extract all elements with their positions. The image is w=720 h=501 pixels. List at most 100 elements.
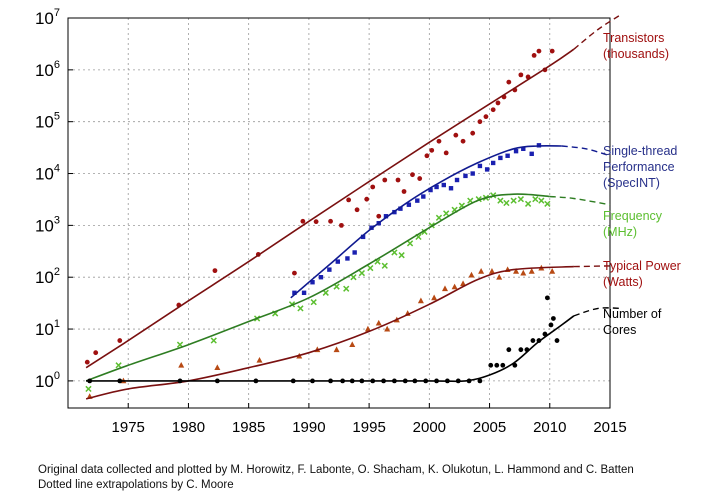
data-point [370, 184, 376, 190]
data-point [300, 218, 306, 224]
data-point [477, 378, 483, 384]
x-tick-label: 1980 [172, 419, 205, 436]
data-point [538, 197, 545, 204]
x-tick-label: 2000 [413, 419, 446, 436]
data-point [428, 187, 433, 193]
series-4 [86, 295, 623, 384]
data-point [530, 338, 536, 343]
data-point [484, 167, 490, 172]
data-point [503, 199, 510, 207]
data-point [421, 194, 426, 199]
data-point [531, 52, 537, 58]
data-point [376, 213, 382, 219]
data-point [441, 285, 448, 292]
data-point [470, 171, 475, 176]
legend: Transistors (thousands) Single-thread Perfo… [603, 31, 681, 337]
data-point [463, 173, 468, 179]
extrapolation-line [549, 195, 611, 206]
data-point [417, 176, 423, 181]
data-point [532, 196, 539, 203]
data-point [431, 294, 438, 301]
legend-label: Transistors (thousands) [603, 31, 669, 61]
data-point [477, 119, 483, 125]
data-point [410, 172, 415, 178]
credits-line-1: Original data collected and plotted by M… [38, 464, 634, 476]
data-point [443, 150, 449, 156]
trend-line [290, 144, 562, 299]
data-point [424, 153, 430, 159]
data-point [364, 325, 371, 332]
extrapolation-line [573, 13, 623, 50]
data-point [318, 275, 324, 280]
data-point [435, 214, 443, 221]
data-point [395, 177, 401, 183]
y-tick-label: 106 [35, 59, 60, 80]
data-point [544, 295, 550, 301]
series-1 [290, 143, 611, 299]
data-point [292, 270, 297, 276]
data-point [350, 274, 357, 281]
data-point [339, 222, 344, 228]
data-point [93, 350, 99, 356]
data-point [335, 259, 340, 264]
x-tick-label: 2010 [533, 419, 566, 436]
data-point [415, 198, 420, 203]
data-point [382, 177, 388, 183]
x-axis: 1975 1980 1985 1990 1995 2000 2005 2010 2015 [112, 403, 627, 436]
data-point [398, 206, 403, 211]
series-0 [84, 13, 623, 369]
data-point [358, 269, 366, 277]
data-point [490, 107, 496, 113]
data-point [453, 132, 459, 138]
data-point [360, 234, 366, 240]
data-point [178, 361, 185, 368]
data-point [345, 256, 350, 261]
trend-chart: 1975 1980 1985 1990 1995 2000 2005 2010 2015 100… [35, 7, 681, 436]
data-point [256, 356, 263, 363]
data-point [434, 184, 439, 190]
data-point [524, 200, 532, 207]
data-point [513, 148, 519, 154]
data-point [517, 196, 525, 203]
data-point [84, 359, 90, 365]
data-point [518, 347, 524, 353]
data-point [328, 218, 333, 224]
data-point [322, 289, 329, 296]
data-point [497, 197, 504, 204]
data-point [460, 280, 467, 287]
data-point [478, 268, 485, 274]
data-point [364, 196, 370, 202]
data-point [496, 273, 503, 280]
x-tick-label: 1995 [352, 419, 385, 436]
data-point [292, 290, 297, 296]
data-point [506, 79, 512, 85]
data-point [544, 200, 551, 207]
data-point [214, 364, 221, 371]
data-point [212, 268, 218, 274]
data-point [367, 264, 374, 272]
extrapolation-line [561, 145, 611, 157]
data-point [310, 280, 315, 285]
data-point [85, 385, 92, 393]
data-point [513, 268, 520, 274]
data-point [490, 160, 496, 166]
data-point [115, 362, 122, 369]
data-point [505, 153, 510, 158]
data-point [401, 189, 407, 194]
data-point [384, 325, 391, 332]
x-tick-label: 1985 [232, 419, 265, 436]
extrapolation-line [573, 307, 623, 317]
legend-label: Typical Power (Watts) [603, 259, 681, 289]
y-tick-label: 100 [35, 370, 60, 391]
data-point [495, 100, 501, 106]
data-point [406, 240, 414, 247]
x-tick-label: 1990 [292, 419, 325, 436]
data-point [518, 72, 524, 78]
data-point [510, 197, 517, 204]
trend-line [85, 48, 575, 369]
data-point [549, 48, 555, 54]
data-point [210, 337, 217, 344]
data-point [448, 186, 454, 191]
data-point [352, 250, 357, 255]
data-point [494, 362, 500, 368]
